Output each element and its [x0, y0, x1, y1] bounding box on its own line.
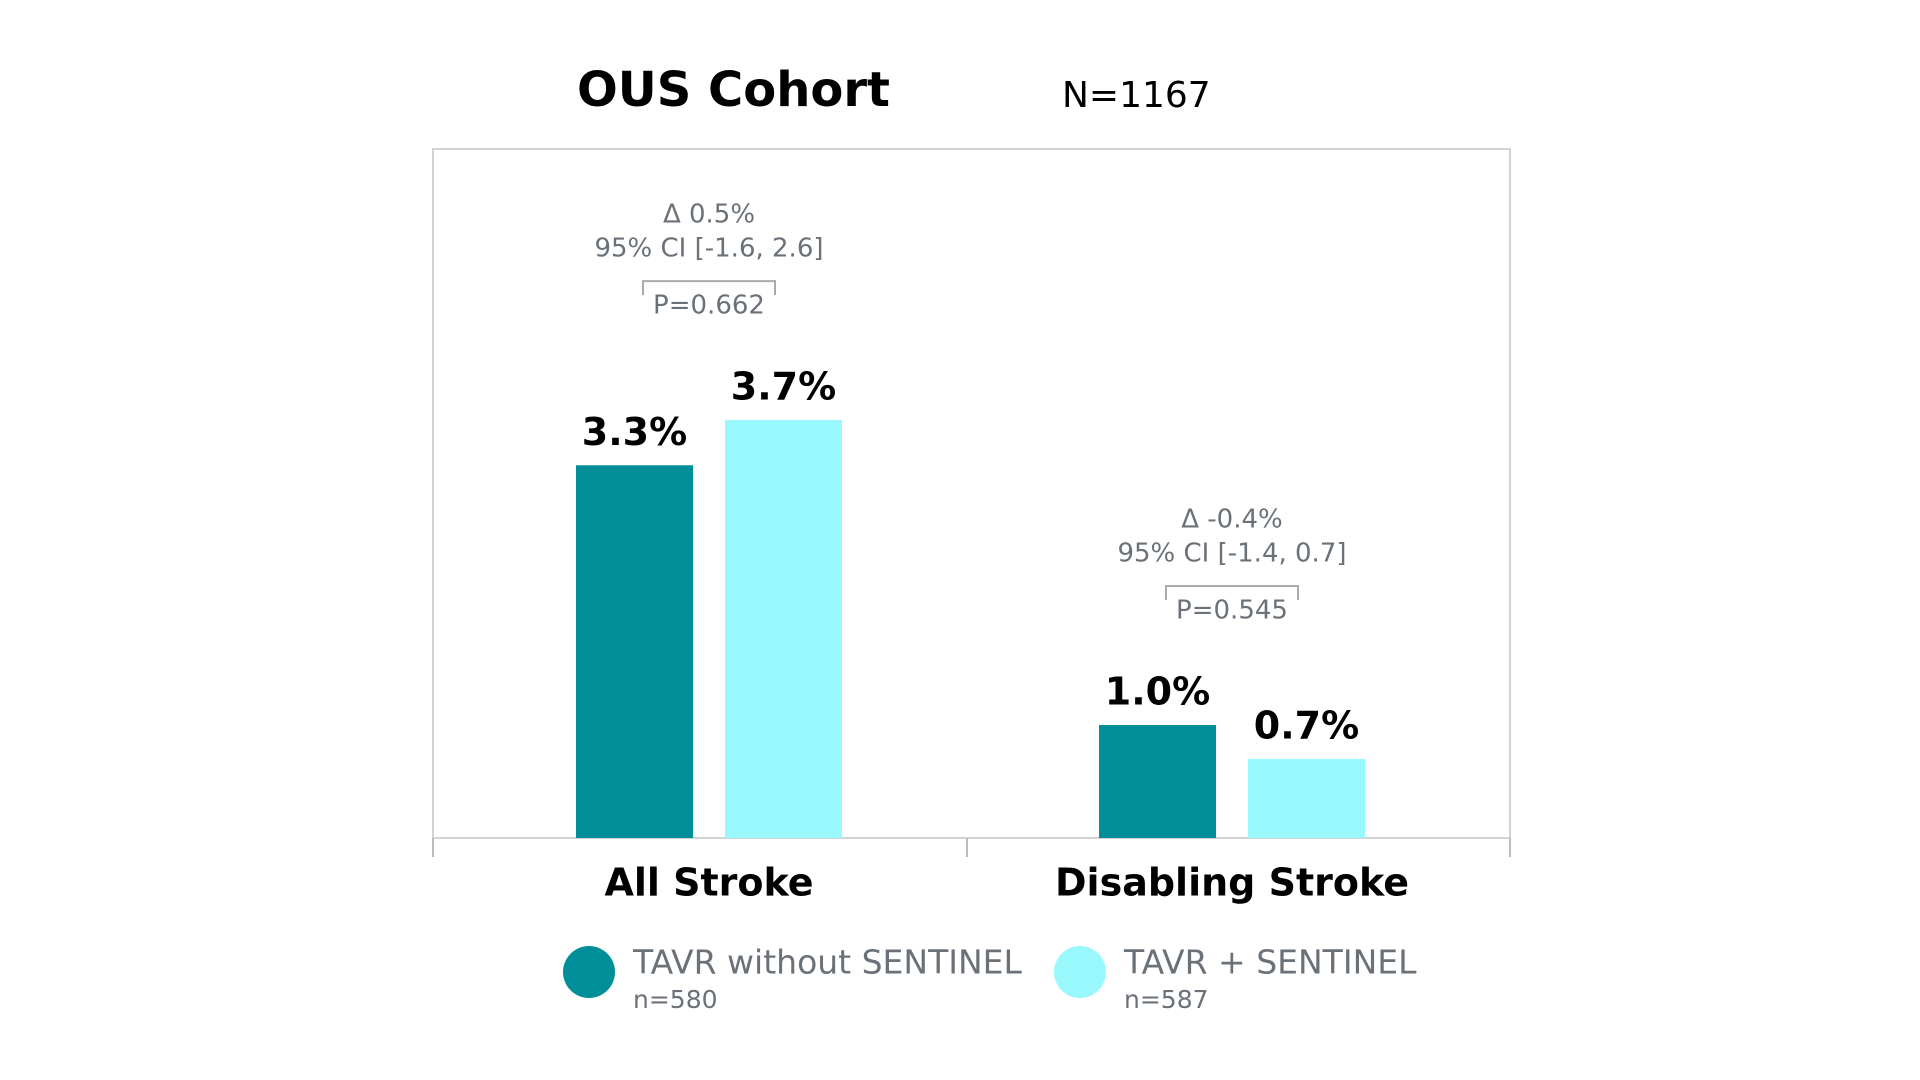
value-label: 3.3% — [582, 410, 687, 454]
legend-marker — [1054, 946, 1106, 998]
x-tick-label: All Stroke — [604, 861, 813, 905]
legend-label: TAVR without SENTINEL — [632, 943, 1023, 982]
value-label: 1.0% — [1105, 670, 1210, 714]
bar — [1099, 725, 1216, 838]
legend-n: n=587 — [1124, 985, 1209, 1014]
value-label: 3.7% — [731, 365, 836, 409]
value-label: 0.7% — [1254, 703, 1359, 747]
annotation-ci: 95% CI [-1.4, 0.7] — [1117, 539, 1346, 569]
legend-n: n=580 — [633, 985, 718, 1014]
annotation-p: P=0.662 — [653, 291, 765, 321]
bar — [725, 420, 842, 838]
x-tick-label: Disabling Stroke — [1055, 861, 1409, 905]
annotation-delta: Δ -0.4% — [1181, 505, 1283, 535]
bar — [1248, 758, 1365, 838]
legend-marker — [563, 946, 615, 998]
chart-title: OUS Cohort — [577, 62, 890, 118]
bar — [576, 465, 693, 838]
annotation-bracket — [1165, 585, 1299, 601]
annotation-ci: 95% CI [-1.6, 2.6] — [594, 234, 823, 264]
annotation-delta: Δ 0.5% — [663, 200, 755, 230]
plot-frame — [432, 148, 1511, 839]
chart-subtitle: N=1167 — [1062, 75, 1211, 116]
annotation-p: P=0.545 — [1176, 596, 1288, 626]
legend-label: TAVR + SENTINEL — [1123, 943, 1417, 982]
annotation-bracket — [642, 280, 776, 296]
